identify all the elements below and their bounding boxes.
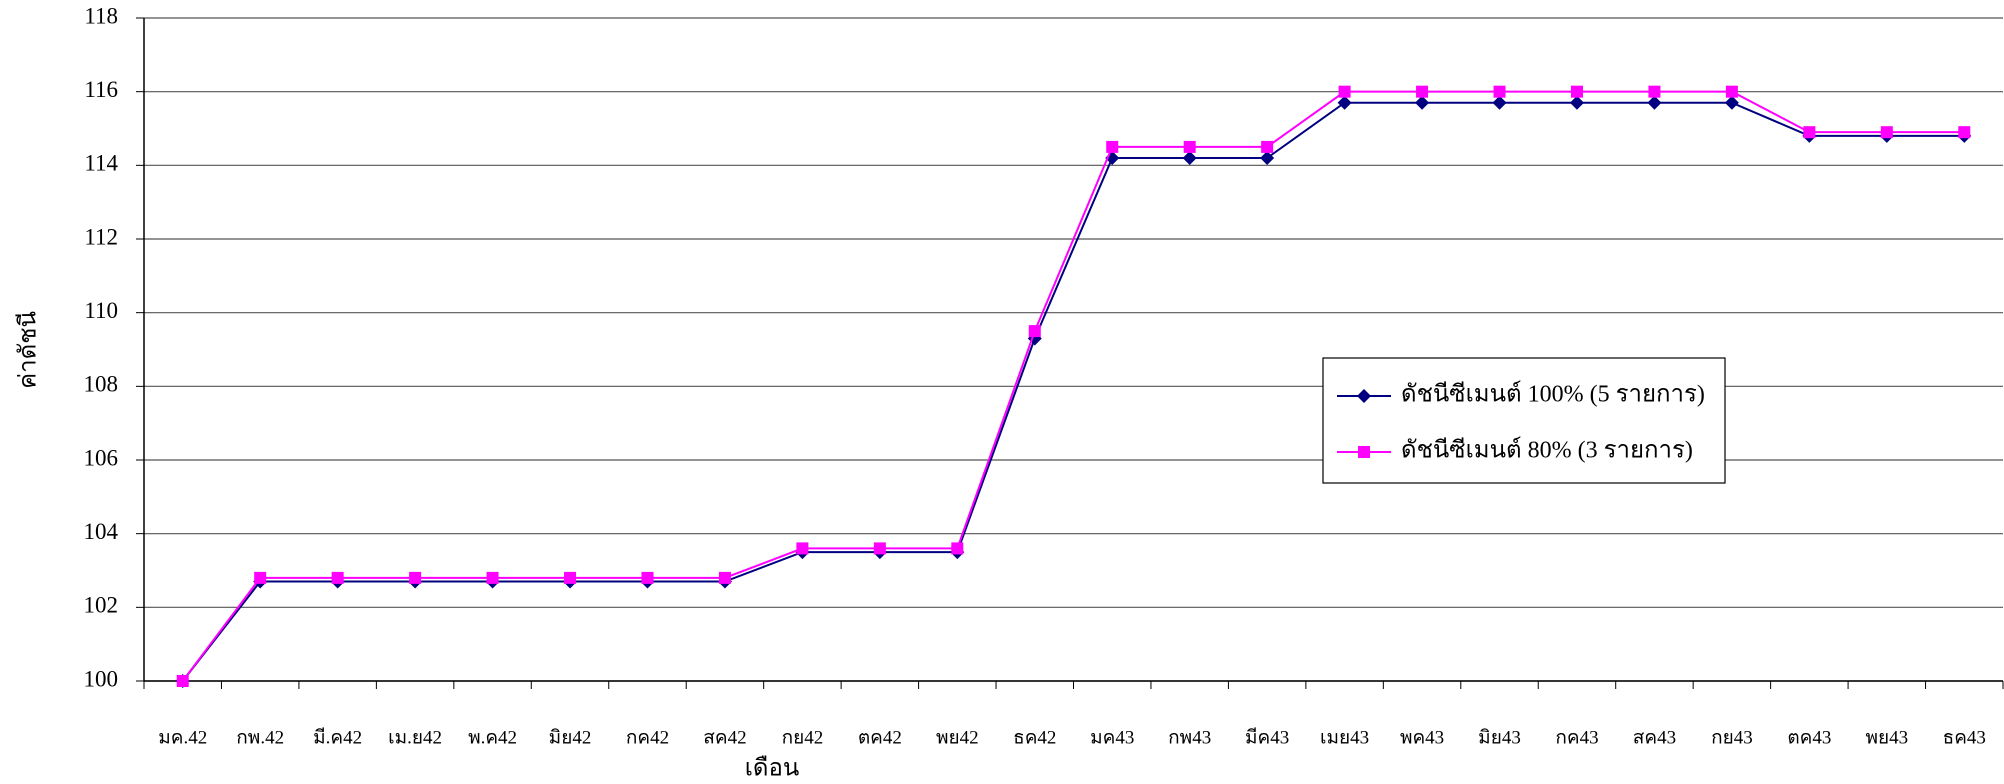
x-tick-label: เมย43: [1320, 727, 1369, 748]
marker: [1803, 126, 1816, 139]
marker: [1028, 325, 1041, 338]
marker: [1569, 95, 1584, 110]
marker: [1880, 126, 1893, 139]
marker: [1261, 140, 1274, 153]
y-tick-label: 102: [84, 593, 119, 618]
marker: [254, 571, 267, 584]
x-tick-label: มีค43: [1245, 726, 1289, 748]
x-tick-label: มิย43: [1478, 727, 1521, 748]
marker: [641, 571, 654, 584]
x-tick-label: กค43: [1555, 727, 1598, 748]
marker: [1338, 85, 1351, 98]
y-tick-label: 114: [84, 151, 118, 176]
marker: [873, 542, 886, 555]
marker: [564, 571, 577, 584]
x-tick-label: พ.ค42: [468, 727, 517, 748]
y-tick-label: 100: [84, 666, 119, 691]
y-axis-label: ค่าดัชนี: [15, 311, 42, 389]
marker: [1570, 85, 1583, 98]
marker: [1416, 85, 1429, 98]
y-tick-label: 118: [84, 3, 118, 28]
x-tick-label: กพ.42: [236, 727, 284, 748]
marker: [409, 571, 422, 584]
y-tick-label: 112: [84, 224, 118, 249]
marker: [1357, 389, 1371, 403]
marker: [1724, 95, 1739, 110]
marker: [1648, 85, 1661, 98]
marker: [718, 571, 731, 584]
series-line: [181, 101, 1965, 682]
marker: [1493, 85, 1506, 98]
marker: [176, 675, 189, 687]
marker: [1958, 126, 1971, 139]
marker: [1183, 140, 1196, 153]
x-tick-label: พย42: [936, 727, 979, 748]
x-tick-label: กค42: [626, 727, 669, 748]
marker: [1647, 95, 1662, 110]
y-tick-label: 110: [84, 298, 118, 323]
y-tick-label: 108: [84, 372, 119, 397]
y-tick-label: 106: [84, 445, 119, 470]
marker: [1260, 150, 1275, 165]
marker: [1358, 446, 1370, 458]
x-tick-label: เม.ย42: [388, 727, 442, 748]
marker: [1337, 95, 1352, 110]
y-tick-label: 104: [84, 519, 119, 544]
x-tick-label: สค42: [703, 727, 746, 748]
x-tick-label: พค43: [1400, 727, 1444, 748]
marker: [1182, 150, 1197, 165]
series-line: [181, 90, 1965, 682]
x-tick-label: ธค42: [1013, 727, 1056, 748]
marker: [951, 542, 964, 555]
x-tick-label: มิย42: [549, 727, 592, 748]
legend-label: ดัชนีซีเมนต์ 100% (5 รายการ): [1401, 380, 1705, 408]
x-tick-label: สค43: [1633, 727, 1676, 748]
marker: [486, 571, 499, 584]
legend-box: [1322, 357, 1726, 484]
legend-label: ดัชนีซีเมนต์ 80% (3 รายการ): [1401, 436, 1693, 464]
x-tick-label: ธค43: [1943, 727, 1986, 748]
x-tick-label: กย42: [782, 727, 824, 748]
x-axis-label: เดือน: [745, 755, 800, 782]
x-tick-label: มค.42: [158, 727, 207, 748]
x-tick-label: ตค43: [1787, 727, 1831, 748]
x-tick-label: กย43: [1711, 727, 1753, 748]
y-tick-label: 116: [84, 77, 118, 102]
x-tick-label: มค43: [1090, 727, 1134, 748]
marker: [796, 542, 809, 555]
marker: [1106, 140, 1119, 153]
marker: [1725, 85, 1738, 98]
x-tick-label: พย43: [1865, 727, 1908, 748]
x-tick-label: กพ43: [1168, 727, 1211, 748]
marker: [1415, 95, 1430, 110]
x-tick-label: มี.ค42: [313, 726, 362, 748]
x-tick-label: ตค42: [858, 727, 902, 748]
marker: [1492, 95, 1507, 110]
marker: [331, 571, 344, 584]
